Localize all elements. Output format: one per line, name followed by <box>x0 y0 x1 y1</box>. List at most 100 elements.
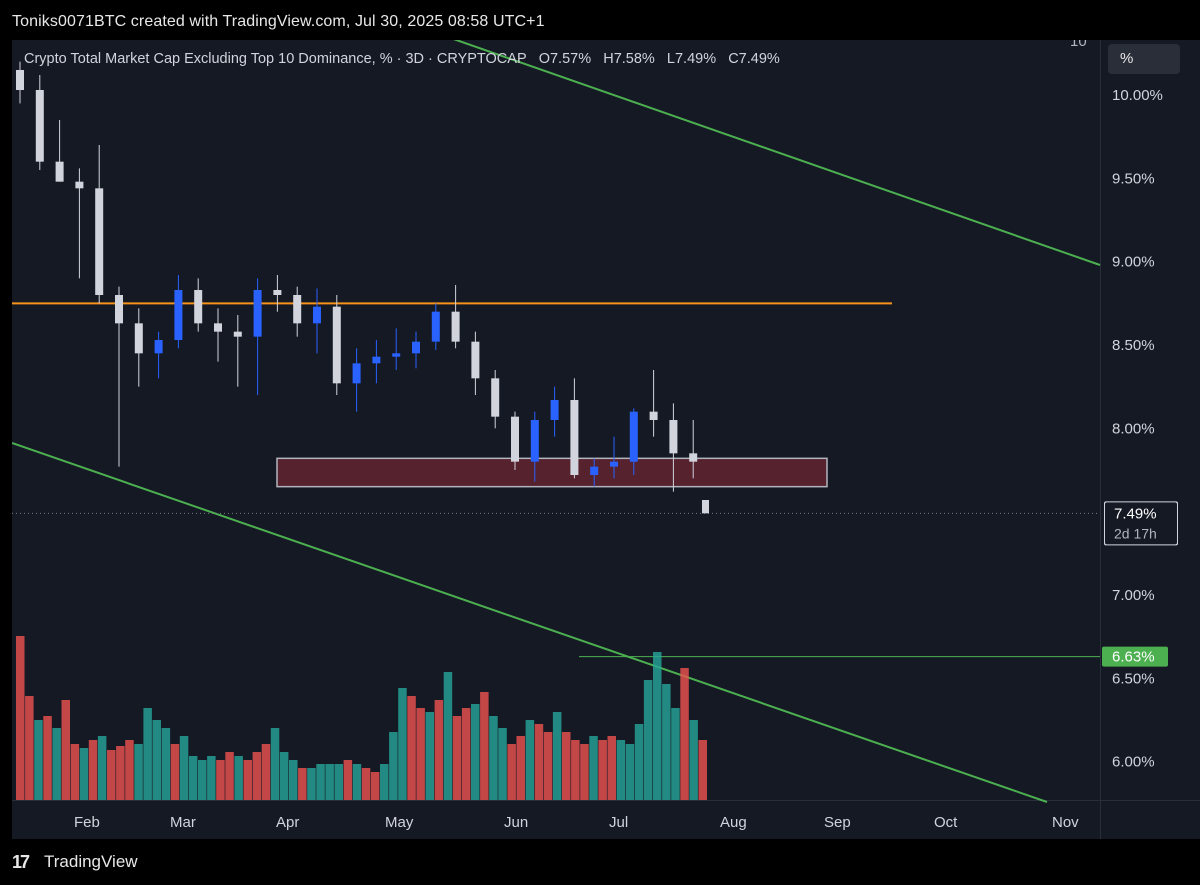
candle-body <box>392 353 401 357</box>
volume-bar <box>170 744 180 800</box>
candle-body <box>174 290 183 340</box>
price-tag-inner <box>1105 502 1177 545</box>
chart-panel[interactable]: 10.00% 9.50% 9.00% 8.50% 8.00% 7.00% 6.50% 6.00… <box>12 40 1200 839</box>
candle-body <box>55 161 64 182</box>
candle-body-current <box>702 500 709 514</box>
corner-mark: 10 <box>1070 40 1087 50</box>
x-tick-label: Sep <box>824 814 851 831</box>
candle-body <box>649 411 658 420</box>
chart-caption: Toniks0071BTC created with TradingView.c… <box>12 13 545 30</box>
volume-bar <box>252 752 262 800</box>
x-tick-label: May <box>385 814 414 831</box>
candle-body <box>471 341 480 379</box>
volume-bar <box>434 700 444 800</box>
candle-body <box>214 323 222 332</box>
consolidation-zone <box>276 457 828 488</box>
volume-bar <box>234 756 243 800</box>
volume-bar <box>325 764 334 800</box>
volume-bar <box>188 756 198 800</box>
volume-bar <box>307 768 316 800</box>
candle-body <box>332 306 341 384</box>
volume-bar <box>416 708 425 800</box>
volume-bar <box>425 712 434 800</box>
legend-close: C7.49% <box>728 51 780 67</box>
volume-bar <box>34 720 43 800</box>
footer-bar: 17 TradingView <box>0 839 1200 885</box>
candle-body <box>16 70 24 90</box>
x-tick-label: Aug <box>720 814 747 831</box>
candle-body <box>629 411 638 462</box>
volume-bar <box>562 732 571 800</box>
support-level-label: 6.63% <box>1112 649 1155 666</box>
volume-bar <box>616 740 626 800</box>
candle-body <box>689 453 698 462</box>
volume-bar <box>552 712 562 800</box>
volume-bar <box>407 696 416 800</box>
countdown-label: 2d 17h <box>1114 525 1157 541</box>
candle-body <box>134 323 143 354</box>
candle-body <box>431 311 440 342</box>
volume-bar <box>16 636 25 800</box>
volume-bar <box>653 652 662 800</box>
volume-bar <box>352 764 362 800</box>
volume-bar <box>207 756 216 800</box>
volume-bar <box>279 752 289 800</box>
volume-bar <box>43 716 52 800</box>
candle-body <box>610 461 618 467</box>
volume-bar <box>143 708 152 800</box>
volume-bar <box>643 680 653 800</box>
volume-bar <box>543 732 553 800</box>
y-tick-label: 10.00% <box>1112 87 1163 104</box>
candle-body <box>313 306 321 324</box>
y-tick-label: 9.00% <box>1112 254 1155 271</box>
volume-bar <box>179 736 189 800</box>
volume-bar <box>589 736 598 800</box>
price-chart[interactable]: 10.00% 9.50% 9.00% 8.50% 8.00% 7.00% 6.50% 6.00… <box>12 40 1200 839</box>
candle-body <box>154 340 163 354</box>
candle-body <box>570 400 579 475</box>
candle-body <box>590 466 599 475</box>
candle-body <box>530 420 539 462</box>
legend-title: Crypto Total Market Cap Excluding Top 10… <box>24 51 527 67</box>
volume-bar <box>198 760 207 800</box>
tradingview-brand: TradingView <box>44 852 138 871</box>
top-caption-bar: Toniks0071BTC created with TradingView.c… <box>0 0 1200 40</box>
candle-body <box>233 331 242 337</box>
volume-bar <box>116 746 125 800</box>
candle-body <box>352 363 361 384</box>
upper-channel-line <box>453 40 1101 266</box>
volume-bar <box>261 744 271 800</box>
chart-legend: Crypto Total Market Cap Excluding Top 10… <box>24 51 780 67</box>
percent-scale-button[interactable]: % <box>1108 44 1180 74</box>
lower-channel-line <box>12 442 1048 803</box>
x-tick-label: Feb <box>74 814 100 831</box>
volume-bar <box>598 740 607 800</box>
volume-bar <box>225 752 234 800</box>
volume-bar <box>461 708 471 800</box>
volume-bar <box>380 764 389 800</box>
volume-bar <box>289 760 298 800</box>
volume-bar <box>625 744 635 800</box>
legend-open: O7.57% <box>538 51 592 67</box>
volume-bar <box>489 716 498 800</box>
volume-bar <box>361 768 371 800</box>
volume-bar <box>298 768 307 800</box>
volume-bar <box>70 744 80 800</box>
volume-bar <box>161 728 171 800</box>
support-tag-bg <box>1102 646 1168 667</box>
x-tick-label: Oct <box>934 814 958 831</box>
volume-bar <box>580 744 589 800</box>
volume-bar <box>134 744 143 800</box>
volume-bar <box>107 750 116 800</box>
volume-bar <box>88 740 98 800</box>
volume-bar <box>534 724 544 800</box>
volume-bar <box>471 704 480 800</box>
volume-bar <box>662 684 671 800</box>
volume-bar <box>443 672 453 800</box>
candle-body <box>194 290 203 324</box>
volume-bar <box>270 728 280 800</box>
candle-body <box>491 378 500 417</box>
volume-bar <box>152 720 161 800</box>
x-tick-label: Mar <box>170 814 196 831</box>
legend-low: L7.49% <box>666 51 717 67</box>
